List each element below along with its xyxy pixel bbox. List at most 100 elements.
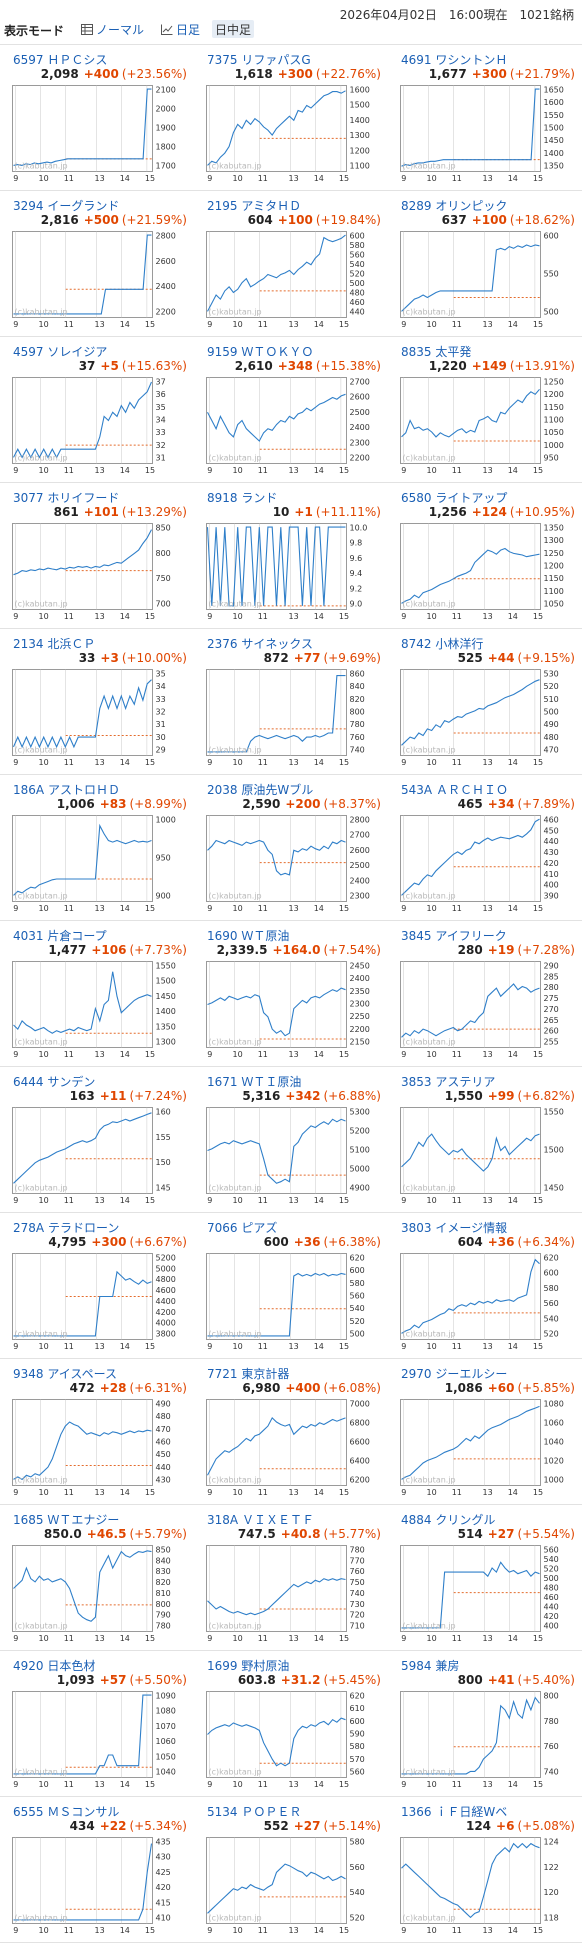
intraday-chart[interactable]: 9 10 11 13 14 15 620 600 580 560 540 520 500 (c)kabut…: [206, 1253, 384, 1351]
y-tick-label: 610: [350, 1704, 365, 1713]
mode-intraday-button[interactable]: 日中足: [212, 20, 255, 38]
chart-frame: [400, 523, 541, 610]
chart-frame: [12, 1107, 153, 1194]
stock-link[interactable]: 4920 日本色材: [13, 1657, 95, 1674]
x-tick-label: 11: [452, 758, 462, 767]
stock-link[interactable]: 3294 イーグランド: [13, 197, 119, 214]
price-change: +27: [487, 1527, 515, 1541]
stock-link[interactable]: 1690 ＷＴ原油: [207, 927, 289, 944]
stock-link[interactable]: 9348 アイスペース: [13, 1365, 117, 1382]
intraday-chart[interactable]: 9 10 11 13 14 15 160 155 150 145 (c)kabutan.jp: [12, 1107, 190, 1205]
mode-daily-button[interactable]: 日足: [158, 20, 203, 38]
intraday-chart[interactable]: 9 10 11 13 14 15 435 430 425 420 415 410 (c)kabutan.…: [12, 1837, 190, 1935]
intraday-chart[interactable]: 9 10 11 13 14 15 620 600 580 560 540 520 (c)kabutan.…: [400, 1253, 578, 1351]
y-tick-label: 155: [156, 1133, 171, 1142]
stock-link[interactable]: 6555 ＭＳコンサル: [13, 1803, 119, 1820]
stock-link[interactable]: 7721 東京計器: [207, 1365, 289, 1382]
stock-link[interactable]: 9159 ＷＴＯＫＹＯ: [207, 343, 313, 360]
intraday-chart[interactable]: 9 10 11 13 14 15 1250 1200 1150 1100 1050 1000 950 (c…: [400, 377, 578, 475]
intraday-chart[interactable]: 9 10 11 13 14 15 1550 1500 1450 1400 1350 1300 (c)ka…: [12, 961, 190, 1059]
stock-link[interactable]: 4884 クリングル: [401, 1511, 495, 1528]
stock-link[interactable]: 8742 小林洋行: [401, 635, 483, 652]
stock-link[interactable]: 8918 ランド: [207, 489, 277, 506]
x-tick-label: 13: [95, 320, 105, 329]
intraday-chart[interactable]: 9 10 11 13 14 15 860 840 820 800 780 760 740 (c)kabut…: [206, 669, 384, 767]
x-tick-label: 14: [314, 1342, 324, 1351]
stock-link[interactable]: 2970 ジーエルシー: [401, 1365, 507, 1382]
intraday-chart[interactable]: 9 10 11 13 14 15 490 480 470 460 450 440 430 (c)kabut…: [12, 1399, 190, 1497]
stock-link[interactable]: 1685 ＷＴエナジー: [13, 1511, 119, 1528]
stock-link[interactable]: 186A アストロＨＤ: [13, 781, 120, 798]
intraday-chart[interactable]: 9 10 11 13 14 15 1350 1300 1250 1200 1150 1100 1050 (…: [400, 523, 578, 621]
stock-link[interactable]: 8835 太平発: [401, 343, 471, 360]
stock-link[interactable]: 1699 野村原油: [207, 1657, 289, 1674]
intraday-chart[interactable]: 9 10 11 13 14 15 7000 6800 6600 6400 6200 (c)kabuta…: [206, 1399, 384, 1497]
intraday-chart[interactable]: 9 10 11 13 14 15 2800 2600 2400 2200 (c)kabutan.jp: [12, 231, 190, 329]
intraday-chart[interactable]: 9 10 11 13 14 15 2700 2600 2500 2400 2300 2200 (c)ka…: [206, 377, 384, 475]
stock-link[interactable]: 6580 ライトアップ: [401, 489, 507, 506]
stock-link[interactable]: 2038 原油先Wブル: [207, 781, 313, 798]
x-tick-label: 14: [120, 904, 130, 913]
intraday-chart[interactable]: 9 10 11 13 14 15 37 36 35 34 33 32 31 (c)kabutan.jp: [12, 377, 190, 475]
stock-link[interactable]: 1671 ＷＴＩ原油: [207, 1073, 301, 1090]
y-tick-label: 460: [156, 1438, 171, 1447]
intraday-chart[interactable]: 9 10 11 13 14 15 530 520 510 500 490 480 470 (c)kabut…: [400, 669, 578, 767]
intraday-chart[interactable]: 9 10 11 13 14 15 620 610 600 590 580 570 560 (c)kabut…: [206, 1691, 384, 1789]
intraday-chart[interactable]: 9 10 11 13 14 15 124 122 120 118 (c)kabutan.jp: [400, 1837, 578, 1935]
stock-link[interactable]: 3803 イメージ情報: [401, 1219, 507, 1236]
intraday-chart[interactable]: 9 10 11 13 14 15 1000 950 900 (c)kabutan.jp: [12, 815, 190, 913]
stock-link[interactable]: 2195 アミタＨＤ: [207, 197, 301, 214]
intraday-chart[interactable]: 9 10 11 13 14 15 2100 2000 1900 1800 1700 (c)kabuta…: [12, 85, 190, 183]
intraday-chart[interactable]: 9 10 11 13 14 15 5300 5200 5100 5000 4900 (c)kabuta…: [206, 1107, 384, 1205]
price-change-pct: (+21.79%): [509, 67, 575, 81]
stock-link[interactable]: 5134 ＰＯＰＥＲ: [207, 1803, 301, 1820]
stock-link[interactable]: 7066 ピアズ: [207, 1219, 277, 1236]
intraday-chart[interactable]: 9 10 11 13 14 15 800 780 760 740 (c)kabutan.jp: [400, 1691, 578, 1789]
stock-link[interactable]: 7375 リファパスG: [207, 51, 311, 68]
intraday-chart[interactable]: 9 10 11 13 14 15 2800 2700 2600 2500 2400 2300 (c)ka…: [206, 815, 384, 913]
intraday-chart[interactable]: 9 10 11 13 14 15 600 550 500 (c)kabutan.jp: [400, 231, 578, 329]
x-tick-label: 9: [401, 1634, 406, 1643]
stock-link[interactable]: 4691 ワシントンＨ: [401, 51, 507, 68]
stock-link[interactable]: 278A テラドローン: [13, 1219, 119, 1236]
intraday-chart[interactable]: 9 10 11 13 14 15 1600 1500 1400 1300 1200 1100 (c)ka…: [206, 85, 384, 183]
intraday-chart[interactable]: 9 10 11 13 14 15 1080 1060 1040 1020 1000 (c)kabuta…: [400, 1399, 578, 1497]
stock-link[interactable]: 2376 サイネックス: [207, 635, 313, 652]
stock-link[interactable]: 6444 サンデン: [13, 1073, 95, 1090]
intraday-chart[interactable]: 9 10 11 13 14 15 850 800 750 700 (c)kabutan.jp: [12, 523, 190, 621]
stock-link[interactable]: 2134 北浜ＣＰ: [13, 635, 95, 652]
stock-link[interactable]: 4597 ソレイジア: [13, 343, 107, 360]
intraday-chart[interactable]: 9 10 11 13 14 15 1650 1600 1550 1500 1450 1400 1350 (…: [400, 85, 578, 183]
stock-link[interactable]: 318A ＶＩＸＥＴＦ: [207, 1511, 314, 1528]
stock-link[interactable]: 3853 アステリア: [401, 1073, 495, 1090]
intraday-chart[interactable]: 9 10 11 13 14 15 1090 1080 1070 1060 1050 1040 (c)ka…: [12, 1691, 190, 1789]
stock-name: クリングル: [435, 1513, 496, 1527]
stock-link[interactable]: 5984 兼房: [401, 1657, 459, 1674]
y-tick-label: 520: [544, 682, 559, 691]
stock-link[interactable]: 8289 オリンピック: [401, 197, 507, 214]
stock-link[interactable]: 6597 ＨＰＣシス: [13, 51, 107, 68]
intraday-chart[interactable]: 9 10 11 13 14 15 10.0 9.8 9.6 9.4 9.2 9.0 (c)kabutan…: [206, 523, 384, 621]
intraday-chart[interactable]: 9 10 11 13 14 15 2450 2400 2350 2300 2250 2200 2150 (…: [206, 961, 384, 1059]
stock-link[interactable]: 1366 ｉＦ日経Wベ: [401, 1803, 507, 1820]
x-tick-label: 10: [427, 1342, 437, 1351]
stock-link[interactable]: 3845 アイフリーク: [401, 927, 507, 944]
mode-normal-button[interactable]: ノーマル: [78, 20, 147, 38]
stock-link[interactable]: 543A ＡＲＣＨＩＯ: [401, 781, 508, 798]
price-line: 850.0 +46.5 (+5.79%): [44, 1527, 187, 1541]
stock-link[interactable]: 3077 ホリイフード: [13, 489, 119, 506]
intraday-chart[interactable]: 9 10 11 13 14 15 580 560 540 520 (c)kabutan.jp: [206, 1837, 384, 1935]
y-tick-label: 580: [350, 1742, 365, 1751]
stock-link[interactable]: 4031 片倉コープ: [13, 927, 107, 944]
intraday-chart[interactable]: 9 10 11 13 14 15 35 34 33 32 31 30 29 (c)kabutan.jp: [12, 669, 190, 767]
y-tick-label: 950: [544, 454, 559, 463]
x-tick-label: 11: [258, 612, 268, 621]
intraday-chart[interactable]: 9 10 11 13 14 15 1550 1500 1450 (c)kabutan.jp: [400, 1107, 578, 1205]
